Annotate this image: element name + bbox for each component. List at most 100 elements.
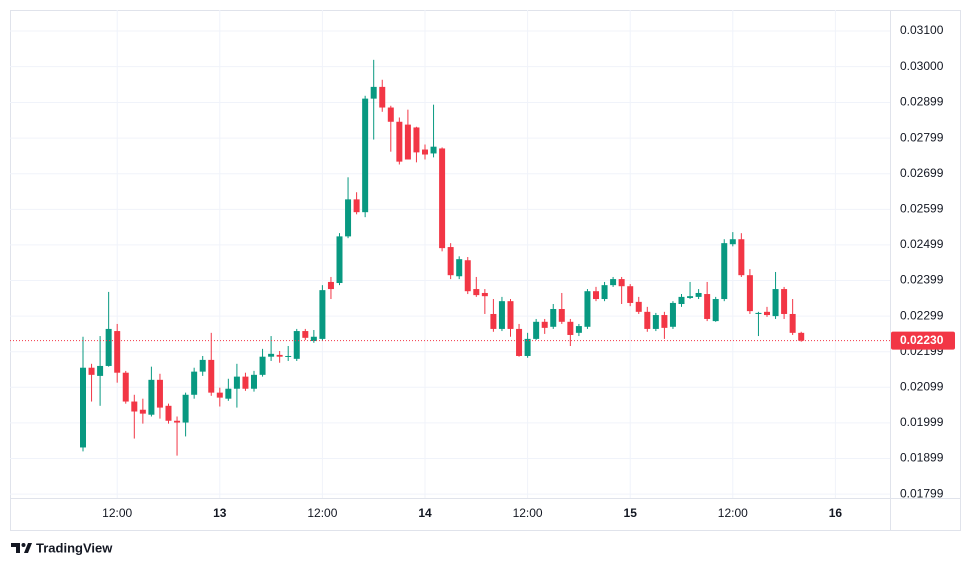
candle-body xyxy=(789,313,796,333)
candle-body xyxy=(712,299,719,322)
candle-body xyxy=(413,127,420,153)
candle-body xyxy=(584,291,591,327)
candle-body xyxy=(327,281,334,290)
candle-body xyxy=(379,86,386,108)
y-tick-label: 0.03000 xyxy=(900,59,944,73)
candle-body xyxy=(498,301,505,329)
candle-body xyxy=(422,149,428,155)
candle-body xyxy=(772,289,779,317)
grid xyxy=(10,10,890,498)
candle-body xyxy=(122,372,129,402)
candle-body xyxy=(404,124,411,160)
candle-body xyxy=(781,289,788,314)
candle-body xyxy=(798,332,805,341)
candle-body xyxy=(302,331,309,338)
candle-body xyxy=(627,286,634,303)
y-tick-label: 0.02799 xyxy=(900,130,944,144)
candle-body xyxy=(678,296,685,305)
x-tick-label: 12:00 xyxy=(513,506,543,520)
candle-body xyxy=(336,236,343,284)
candles xyxy=(80,59,805,456)
candle-body xyxy=(764,311,770,316)
candle-body xyxy=(259,356,266,375)
candle-body xyxy=(729,239,736,245)
candle-body xyxy=(721,243,728,300)
candle-body xyxy=(174,420,181,423)
candle-body xyxy=(439,148,446,249)
candle-body xyxy=(575,326,582,333)
candle-body xyxy=(208,359,215,393)
candle-body xyxy=(182,394,189,423)
candle-body xyxy=(541,321,548,328)
candle-body xyxy=(516,328,523,356)
y-tick-label: 0.01799 xyxy=(900,486,944,500)
candle-body xyxy=(644,311,651,329)
candle-body xyxy=(473,289,480,296)
y-tick-label: 0.03100 xyxy=(900,23,944,37)
candle-body xyxy=(550,308,557,327)
candle-body xyxy=(225,388,232,399)
candle-body xyxy=(704,294,711,319)
candle-body xyxy=(652,315,659,329)
candle-body xyxy=(251,374,257,389)
candle-body xyxy=(139,409,146,414)
candle-body xyxy=(97,365,104,376)
candle-body xyxy=(387,107,394,122)
candle-body xyxy=(430,146,437,154)
candle-body xyxy=(567,321,574,335)
x-tick-label: 14 xyxy=(418,506,432,520)
candle-body xyxy=(610,279,617,286)
y-tick-label: 0.02099 xyxy=(900,379,944,393)
candle-body xyxy=(353,199,360,213)
x-tick-label: 12:00 xyxy=(718,506,748,520)
candle-body xyxy=(558,308,565,322)
candle-body xyxy=(362,98,369,213)
candle-body xyxy=(114,331,121,373)
candle-body xyxy=(490,313,497,329)
candle-body xyxy=(456,259,463,277)
candle-body xyxy=(370,86,377,99)
candle-body xyxy=(88,367,95,375)
candle-body xyxy=(242,376,249,389)
logo-icon xyxy=(24,543,32,553)
candle-body xyxy=(345,199,352,237)
candle-body xyxy=(635,301,642,312)
candle-body xyxy=(293,331,300,359)
candle-body xyxy=(533,321,540,339)
candle-body xyxy=(661,315,668,328)
candle-body xyxy=(268,353,275,357)
y-tick-label: 0.02399 xyxy=(900,273,944,287)
candle-body xyxy=(593,291,599,300)
x-tick-label: 12:00 xyxy=(307,506,337,520)
candle-body xyxy=(507,301,514,329)
y-tick-label: 0.02699 xyxy=(900,166,944,180)
y-tick-label: 0.01999 xyxy=(900,415,944,429)
candle-body xyxy=(746,275,753,312)
candle-body xyxy=(156,379,163,408)
candle-body xyxy=(601,285,608,300)
x-tick-label: 16 xyxy=(829,506,843,520)
logo: TradingView xyxy=(11,540,113,555)
candle-body xyxy=(755,312,762,314)
candle-body xyxy=(80,367,86,448)
logo-icon xyxy=(21,543,26,547)
brand-name: TradingView xyxy=(36,540,113,555)
y-tick-label: 0.02899 xyxy=(900,95,944,109)
y-tick-label: 0.02299 xyxy=(900,308,944,322)
candle-body xyxy=(618,279,625,287)
x-tick-label: 15 xyxy=(624,506,638,520)
candle-body xyxy=(276,354,283,357)
candle-body xyxy=(216,392,223,398)
candle-body xyxy=(524,338,531,356)
candle-body xyxy=(131,401,138,412)
candle-body xyxy=(148,379,155,415)
candle-body xyxy=(199,359,206,372)
candle-body xyxy=(669,302,676,327)
candle-body xyxy=(191,371,198,395)
logo-icon xyxy=(11,543,20,553)
y-tick-label: 0.02599 xyxy=(900,202,944,216)
candle-body xyxy=(464,260,471,292)
candle-body xyxy=(165,405,172,421)
